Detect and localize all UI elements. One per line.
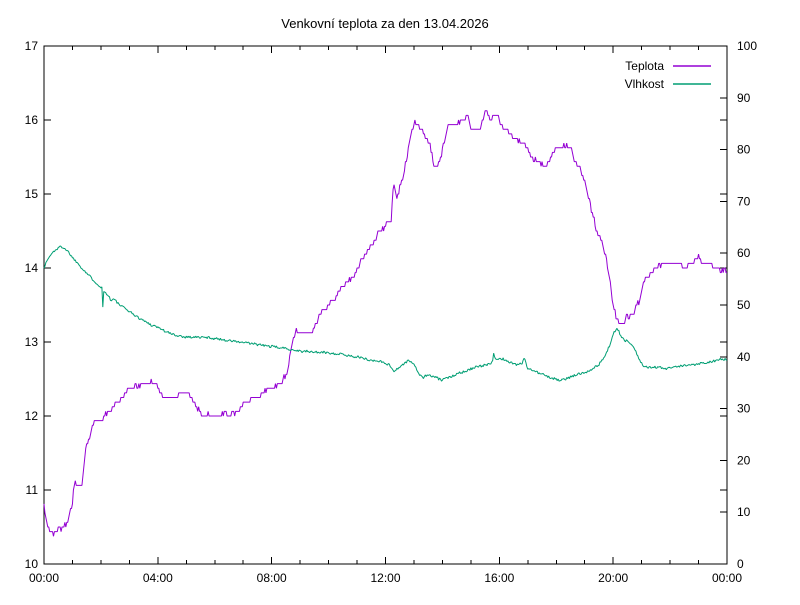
series-line-vlhkost — [43, 245, 728, 382]
y2-tick-label: 100 — [737, 39, 757, 53]
y1-tick-label: 15 — [25, 187, 39, 201]
y2-tick-label: 50 — [737, 298, 751, 312]
series-line-teplota — [43, 110, 727, 537]
x-tick-label: 00:00 — [712, 571, 742, 585]
y1-tick-label: 17 — [25, 39, 39, 53]
x-tick-label: 04:00 — [143, 571, 173, 585]
y2-tick-label: 10 — [737, 505, 751, 519]
y2-tick-label: 80 — [737, 143, 751, 157]
y1-tick-label: 13 — [25, 335, 39, 349]
y2-tick-label: 90 — [737, 91, 751, 105]
chart-title: Venkovní teplota za den 13.04.2026 — [281, 16, 488, 31]
x-tick-label: 20:00 — [598, 571, 628, 585]
axes: 00:00 04:00 08:00 12:00 16:00 20:00 00:0010111… — [25, 39, 758, 585]
y2-tick-label: 60 — [737, 246, 751, 260]
y1-tick-label: 11 — [26, 483, 39, 497]
legend-label-teplota: Teplota — [625, 59, 664, 73]
y2-tick-label: 20 — [737, 453, 751, 467]
x-tick-label: 16:00 — [484, 571, 514, 585]
y1-tick-label: 14 — [25, 261, 39, 275]
legend: Teplota Vlhkost — [625, 59, 711, 91]
legend-label-vlhkost: Vlhkost — [625, 77, 665, 91]
y1-tick-label: 16 — [25, 113, 39, 127]
y2-tick-label: 70 — [737, 194, 751, 208]
y1-tick-label: 12 — [25, 409, 39, 423]
x-tick-label: 00:00 — [29, 571, 59, 585]
y2-tick-label: 40 — [737, 350, 751, 364]
y1-tick-label: 10 — [25, 557, 39, 571]
x-tick-label: 12:00 — [370, 571, 400, 585]
y2-tick-label: 0 — [737, 557, 744, 571]
x-tick-label: 08:00 — [257, 571, 287, 585]
series-lines — [43, 110, 728, 537]
y2-tick-label: 30 — [737, 402, 751, 416]
